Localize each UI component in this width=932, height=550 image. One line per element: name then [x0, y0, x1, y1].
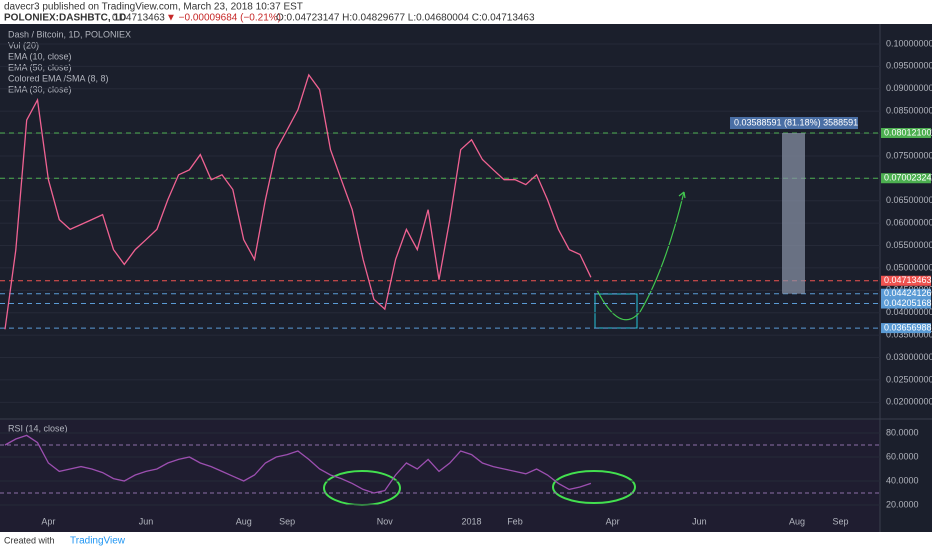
- measure-label-bg: [730, 117, 858, 130]
- last-price: 0.04713463: [112, 13, 165, 24]
- y-tick-label: 0.04000000: [886, 307, 932, 317]
- y-tick-label: 80.0000: [886, 427, 919, 437]
- level-label-bg: [881, 288, 931, 299]
- series-line: [4, 434, 592, 494]
- arrow-head: [678, 191, 686, 199]
- rsi-title: RSI (14, close): [8, 423, 68, 433]
- y-tick-label: 20.0000: [886, 499, 919, 509]
- y-tick-label: 0.06500000: [886, 195, 932, 205]
- legend-item: EMA (50, close): [8, 62, 72, 72]
- level-label-bg: [881, 323, 931, 334]
- author: davecr3 published on TradingView.com, Ma…: [4, 2, 303, 13]
- level-label-bg: [881, 173, 931, 184]
- y-tick-label: 0.05000000: [886, 262, 932, 272]
- legend-item: EMA (30, close): [8, 84, 72, 94]
- y-tick-label: 0.02500000: [886, 374, 932, 384]
- y-tick-label: 0.09000000: [886, 83, 932, 93]
- y-tick-label: 60.0000: [886, 451, 919, 461]
- level-label-bg: [881, 298, 931, 309]
- header-bg: [0, 0, 932, 24]
- y-tick-label: 0.03500000: [886, 330, 932, 340]
- x-tick-label: Jun: [139, 516, 154, 526]
- legend-item: EMA (10, close): [8, 51, 72, 61]
- level-label: 0.07002324: [884, 173, 932, 183]
- rsi-circle: [552, 470, 636, 504]
- y-tick-label: 0.05500000: [886, 240, 932, 250]
- level-label-bg: [881, 128, 931, 139]
- y-tick-label: 0.02000000: [886, 397, 932, 407]
- legend-item: Dash / Bitcoin, 1D, POLONIEX: [8, 29, 131, 39]
- x-tick-label: Nov: [377, 516, 394, 526]
- x-tick-label: Sep: [832, 516, 848, 526]
- measure-label: 0.03588591 (81.18%) 3588591: [734, 117, 858, 127]
- x-tick-label: Feb: [507, 516, 523, 526]
- ohlc: O:0.04723147 H:0.04829677 L:0.04680004 C…: [276, 13, 535, 24]
- level-label: 0.04713463: [884, 275, 932, 285]
- change: ▼ −0.00009684 (−0.21%): [166, 13, 281, 24]
- footer-bg: [0, 532, 932, 550]
- level-label: 0.04205168: [884, 298, 932, 308]
- x-tick-label: Apr: [41, 516, 55, 526]
- symbol: POLONIEX:DASHBTC, 1D: [4, 13, 126, 24]
- legend-item: Vol (20): [8, 40, 39, 50]
- measure-range: [782, 133, 805, 294]
- y-tick-label: 0.03000000: [886, 352, 932, 362]
- footer-brand: TradingView: [70, 536, 126, 547]
- level-label: 0.04424126: [884, 288, 932, 298]
- level-label-bg: [881, 275, 931, 286]
- y-tick-label: 0.08500000: [886, 106, 932, 116]
- legend-item: Colored EMA /SMA (8, 8): [8, 73, 109, 83]
- level-label: 0.08012100: [884, 127, 932, 137]
- footer-created: Created with: [4, 535, 55, 545]
- x-tick-label: 2018: [462, 516, 482, 526]
- rsi-bg: [0, 420, 880, 532]
- y-tick-label: 0.06000000: [886, 218, 932, 228]
- level-label: 0.03656988: [884, 322, 932, 332]
- x-tick-label: Aug: [789, 516, 805, 526]
- plot: 0.02000000 0.02500000 0.03000000 0.03500000…: [0, 38, 932, 526]
- series-line: [4, 73, 592, 330]
- y-tick-label: 40.0000: [886, 475, 919, 485]
- y-tick-label: 0.07500000: [886, 150, 932, 160]
- x-tick-label: Apr: [606, 516, 620, 526]
- x-tick-label: Aug: [236, 516, 252, 526]
- x-tick-label: Sep: [279, 516, 295, 526]
- x-tick-label: Jun: [692, 516, 707, 526]
- y-tick-label: 0.09500000: [886, 61, 932, 71]
- y-tick-label: 0.10000000: [886, 38, 932, 48]
